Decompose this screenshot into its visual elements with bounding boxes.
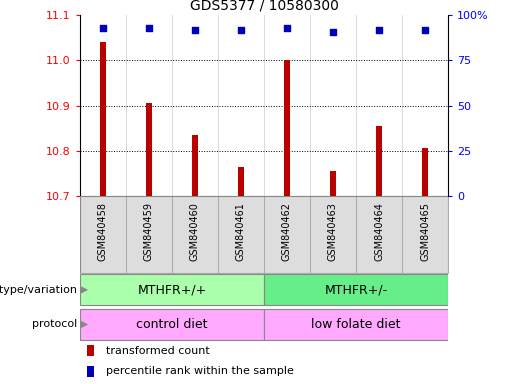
Bar (218, 196, 264, 273)
Bar (402, 196, 448, 273)
Text: protocol: protocol (32, 319, 78, 329)
Text: transformed count: transformed count (106, 346, 210, 356)
Point (237, 27, 245, 33)
Text: GSM840464: GSM840464 (374, 202, 384, 261)
Point (329, 28, 337, 35)
Bar (238, 167, 244, 196)
Bar (87, 366, 94, 377)
Bar (284, 61, 290, 196)
Text: GSM840461: GSM840461 (236, 202, 246, 261)
Text: control diet: control diet (136, 318, 208, 331)
Text: MTHFR+/-: MTHFR+/- (324, 283, 388, 296)
Bar (376, 126, 382, 196)
Bar (192, 135, 198, 196)
Bar (100, 43, 106, 196)
Text: GSM840463: GSM840463 (328, 202, 338, 261)
Bar (87, 345, 94, 356)
Bar (264, 196, 310, 273)
Bar (330, 171, 336, 196)
Text: percentile rank within the sample: percentile rank within the sample (106, 366, 294, 376)
Text: GSM840460: GSM840460 (190, 202, 200, 261)
Text: genotype/variation: genotype/variation (0, 285, 78, 295)
Polygon shape (78, 319, 88, 329)
Text: GSM840458: GSM840458 (98, 202, 108, 261)
Bar (126, 196, 172, 273)
Bar (422, 149, 428, 196)
Polygon shape (78, 285, 88, 295)
Bar (356, 196, 402, 273)
Bar (80, 196, 126, 273)
Point (99, 25, 107, 31)
Text: GSM840459: GSM840459 (144, 202, 154, 261)
Bar (310, 196, 356, 273)
Point (421, 27, 429, 33)
Title: GDS5377 / 10580300: GDS5377 / 10580300 (190, 0, 338, 13)
Text: GSM840462: GSM840462 (282, 202, 292, 261)
Text: GSM840465: GSM840465 (420, 202, 430, 261)
Bar (264, 274, 448, 306)
Point (283, 25, 291, 31)
Bar (80, 309, 264, 340)
Text: MTHFR+/+: MTHFR+/+ (138, 283, 207, 296)
Point (191, 27, 199, 33)
Point (375, 27, 383, 33)
Text: low folate diet: low folate diet (311, 318, 401, 331)
Bar (146, 103, 151, 196)
Bar (172, 196, 218, 273)
Bar (80, 274, 264, 306)
Bar (264, 309, 448, 340)
Point (145, 25, 153, 31)
